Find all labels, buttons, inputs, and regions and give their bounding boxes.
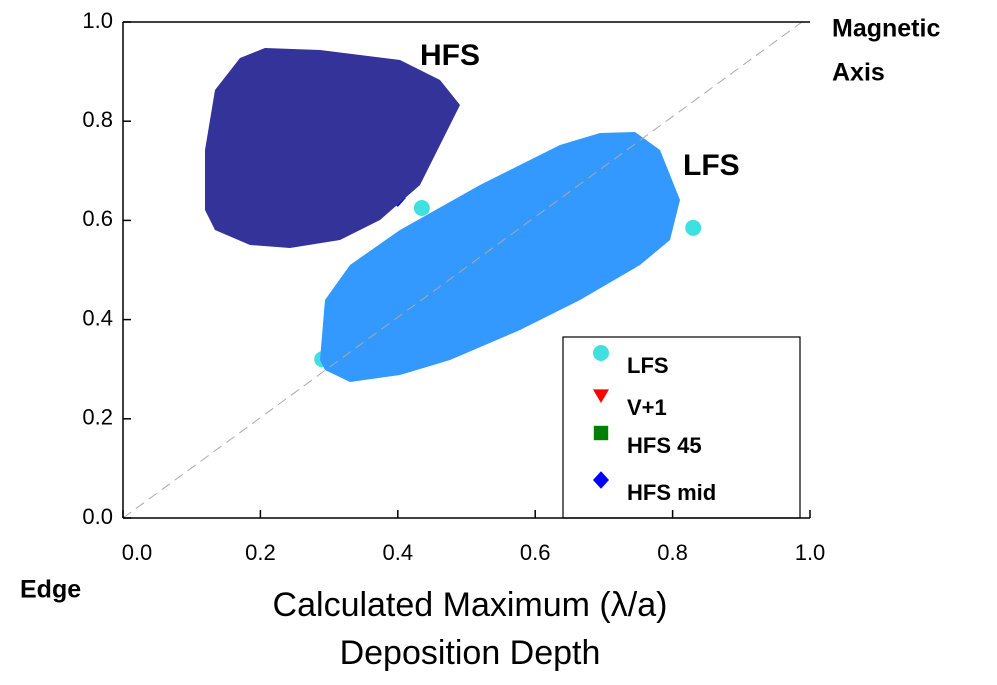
- x-tick-label: 1.0: [795, 540, 826, 565]
- lfs-region: [320, 132, 680, 382]
- point: [413, 200, 430, 216]
- reference-line: [122, 21, 803, 519]
- annotation: HFS: [420, 39, 480, 72]
- x-tick-label: 0.8: [657, 540, 688, 565]
- y-tick-label: 0.0: [82, 504, 113, 529]
- annotation: LFS: [683, 149, 740, 182]
- annotation: Edge: [20, 576, 81, 604]
- legend-label: V+1: [627, 395, 667, 420]
- annotation: Axis: [832, 59, 885, 87]
- legend-label: HFS 45: [627, 433, 702, 458]
- legend-marker: [593, 389, 609, 403]
- point: [685, 219, 702, 236]
- y-tick-label: 0.2: [82, 405, 113, 430]
- annotation: Magnetic: [832, 15, 940, 43]
- legend-label: LFS: [627, 353, 669, 378]
- x-tick-label: 0.0: [122, 540, 153, 565]
- legend-marker: [593, 345, 609, 361]
- hfs-region: [205, 48, 460, 248]
- x-tick-label: 0.6: [520, 540, 551, 565]
- x-tick-label: 0.4: [383, 540, 414, 565]
- y-tick-label: 0.6: [82, 206, 113, 231]
- y-tick-label: 1.0: [82, 8, 113, 33]
- legend-label: HFS mid: [627, 480, 716, 505]
- x-axis-label: Deposition Depth: [340, 634, 601, 672]
- y-tick-label: 0.4: [82, 305, 113, 330]
- x-tick-label: 0.2: [245, 540, 276, 565]
- x-axis-label: Calculated Maximum (λ/a): [273, 586, 668, 624]
- legend-marker: [593, 471, 609, 489]
- legend-marker: [593, 425, 609, 441]
- y-tick-label: 0.8: [82, 107, 113, 132]
